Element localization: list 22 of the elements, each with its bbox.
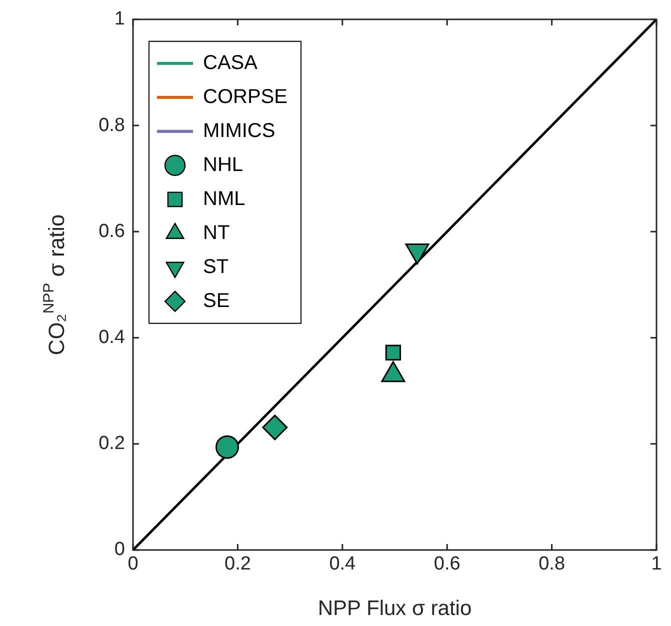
y-tick-label: 0.8 — [98, 114, 125, 136]
y-tick-label: 1 — [114, 8, 125, 30]
legend-label: NT — [203, 222, 230, 244]
legend-label: NHL — [203, 154, 244, 176]
x-tick-label: 0.8 — [538, 554, 566, 575]
y-tick-label: 0.2 — [98, 433, 125, 454]
x-tick-label: 0.4 — [329, 554, 356, 575]
y-tick-label: 0 — [114, 539, 125, 560]
y-tick-label: 0.4 — [98, 326, 126, 348]
legend-label: CASA — [203, 52, 258, 74]
x-axis-title: NPP Flux σ ratio — [318, 597, 472, 620]
legend-label: SE — [203, 290, 230, 312]
legend-label: MIMICS — [203, 120, 276, 142]
y-axis-title: CO₂NPP σ ratio — [40, 214, 70, 356]
legend-label: NML — [203, 188, 246, 210]
x-tick-label: 0.6 — [434, 554, 460, 575]
x-tick-label: 0 — [128, 554, 138, 575]
legend-label: CORPSE — [203, 86, 288, 108]
x-tick-label: 1 — [651, 554, 662, 575]
x-tick-label: 0.2 — [224, 554, 251, 575]
legend-label: ST — [203, 256, 229, 278]
y-tick-label: 0.6 — [98, 220, 125, 242]
